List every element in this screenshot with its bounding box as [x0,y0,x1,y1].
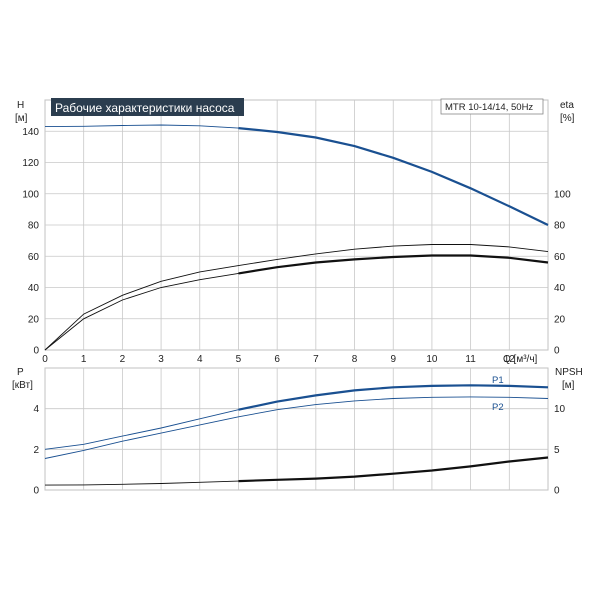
top-left-tick-label: 80 [28,221,40,232]
chart-marks [44,124,549,486]
bottom-left-tick-label: 4 [33,404,39,415]
bottom-series-npsh-line [238,456,549,483]
x-tick-label: 12 [504,354,516,365]
top-series-eta-line-thin [44,272,239,351]
bottom-series-p2-line [44,396,549,459]
bottom-right-tick-label: 5 [554,445,560,456]
x-tick-label: 5 [236,354,242,365]
top-left-tick-label: 0 [33,346,39,357]
x-axis-label: Q [м³/ч] [503,354,538,365]
bottom-left-axis-unit: [кВт] [12,380,33,391]
x-tick-label: 2 [120,354,126,365]
bottom-series-p1-line [238,384,549,411]
top-right-axis-unit: [%] [560,113,575,124]
top-series-eta-line [238,254,549,275]
x-tick-label: 3 [158,354,164,365]
title-box [51,98,244,116]
top-right-tick-label: 60 [554,252,566,263]
bottom-left-tick-label: 0 [33,486,39,497]
bottom-right-tick-label: 0 [554,486,560,497]
bottom-right-axis-unit: [м] [562,380,575,391]
top-series-eta-upper-line [44,244,549,351]
top-left-tick-label: 20 [28,314,40,325]
x-tick-label: 1 [81,354,87,365]
series-label-p1: P1 [492,375,504,386]
model-label: MTR 10-14/14, 50Hz [445,102,533,113]
x-tick-label: 10 [426,354,438,365]
chart-title: Рабочие характеристики насоса [55,101,235,115]
x-tick-label: 4 [197,354,203,365]
x-tick-label: 9 [390,354,396,365]
top-right-tick-label: 0 [554,346,560,357]
top-left-tick-label: 60 [28,252,40,263]
x-tick-label: 6 [274,354,280,365]
x-tick-label: 0 [42,354,48,365]
bottom-plot-grid: 0 2 4 0 5 10 [33,367,566,497]
bottom-left-axis-label: P [17,367,24,378]
x-tick-label: 8 [352,354,358,365]
top-right-tick-label: 80 [554,221,566,232]
top-left-tick-label: 120 [22,158,39,169]
bottom-series-p1-line-thin [44,409,239,450]
series-label-p2: P2 [492,402,504,413]
x-tick-label: 7 [313,354,319,365]
top-left-tick-label: 40 [28,283,40,294]
bottom-left-tick-label: 2 [33,445,39,456]
top-left-axis-unit: [м] [15,113,28,124]
bottom-right-axis-label: NPSH [555,367,583,378]
top-right-tick-label: 40 [554,283,566,294]
top-left-tick-label: 140 [22,127,39,138]
top-right-axis-label: eta [560,100,574,111]
top-left-axis-label: H [17,100,24,111]
top-left-tick-label: 100 [22,189,39,200]
top-series-h-line [238,127,549,226]
top-right-tick-label: 20 [554,314,566,325]
top-right-tick-label: 100 [554,189,571,200]
bottom-series-npsh-line-thin [44,480,239,486]
bottom-right-tick-label: 10 [554,404,566,415]
x-tick-label: 11 [465,354,476,365]
model-box [440,98,544,115]
top-series-h-line-thin [44,124,239,129]
